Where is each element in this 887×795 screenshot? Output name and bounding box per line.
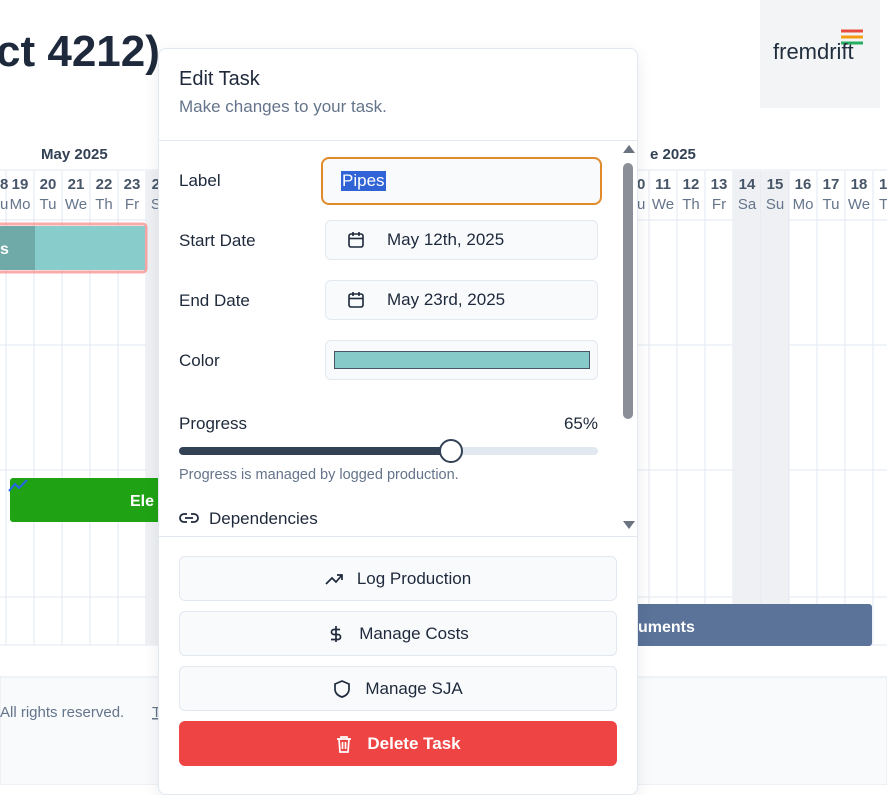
dependencies-heading[interactable]: Dependencies <box>209 509 318 528</box>
task-bar[interactable] <box>620 604 872 646</box>
link-icon <box>179 513 199 523</box>
day-number: 1 <box>879 176 887 193</box>
weekday: Th <box>682 196 700 213</box>
dialog-title: Edit Task <box>179 68 260 90</box>
edit-task-dialog: Edit Task Make changes to your task. Lab… <box>158 48 638 795</box>
color-picker[interactable] <box>325 340 598 380</box>
field-label: Label <box>179 171 221 190</box>
progress-thumb[interactable] <box>439 439 464 463</box>
logo: fremdrift <box>773 39 854 64</box>
weekday: Fr <box>125 196 139 213</box>
progress-track <box>179 439 598 463</box>
end-date-picker[interactable]: May 23rd, 2025 <box>325 280 598 320</box>
manage-costs-button[interactable]: Manage Costs <box>179 611 617 656</box>
weekday: T <box>879 196 887 213</box>
day-number: 22 <box>96 176 113 193</box>
page-title: ct 4212) <box>0 27 160 76</box>
weekday: u <box>637 196 645 213</box>
day-number: 14 <box>739 176 756 193</box>
day-number: 21 <box>68 176 85 193</box>
day-number: 20 <box>40 176 57 193</box>
weekday: Mo <box>793 196 814 213</box>
footer-text: All rights reserved. <box>0 704 124 721</box>
divider <box>159 536 637 537</box>
day-number: 19 <box>12 176 29 193</box>
weekday: We <box>848 196 870 213</box>
calendar-icon <box>348 292 364 308</box>
scroll-thumb[interactable] <box>623 163 633 419</box>
progress-label: Progress <box>179 414 248 433</box>
bar-highlight <box>0 222 148 274</box>
input-value: Pipes <box>341 171 386 191</box>
field-label: End Date <box>179 291 250 310</box>
dialog-subtitle: Make changes to your task. <box>179 97 387 116</box>
delete-task-button[interactable]: Delete Task <box>179 721 617 766</box>
month-label: e 2025 <box>650 146 696 163</box>
icon <box>334 679 351 698</box>
weekday: u <box>0 196 8 213</box>
calendar-icon <box>348 232 364 248</box>
month-label: May 2025 <box>41 146 108 163</box>
color-swatch <box>334 351 590 369</box>
day-number: 0 <box>637 176 645 193</box>
weekend-column <box>733 171 761 645</box>
bar-label: uments <box>638 619 695 636</box>
weekday: Fr <box>712 196 726 213</box>
day-number: 16 <box>795 176 812 193</box>
bar-label: s <box>0 241 9 258</box>
field-label: Color <box>179 351 220 370</box>
icon <box>337 735 352 753</box>
log-production-button[interactable]: Log Production <box>179 556 617 601</box>
day-number: 15 <box>767 176 784 193</box>
divider <box>159 140 637 141</box>
progress-value: 65% <box>563 414 598 433</box>
weekday: Tu <box>823 196 840 213</box>
button-label: Delete Task <box>367 733 461 753</box>
task-bar-progress <box>0 226 35 270</box>
weekend-column <box>761 171 789 645</box>
trend-icon <box>8 479 28 492</box>
bar-label: Ele <box>130 493 154 510</box>
start-date-picker[interactable]: May 12th, 2025 <box>325 220 598 260</box>
weekday: We <box>652 196 674 213</box>
weekday: Su <box>766 196 784 213</box>
label-input[interactable]: Pipes <box>321 157 602 205</box>
logo-bg <box>760 0 880 108</box>
progress-fill <box>179 447 452 455</box>
day-number: 18 <box>851 176 868 193</box>
weekday: Th <box>95 196 113 213</box>
weekday: Tu <box>40 196 57 213</box>
field-label: Start Date <box>179 231 256 250</box>
date-value: May 23rd, 2025 <box>387 290 506 309</box>
button-label: Manage SJA <box>365 678 463 698</box>
button-label: Log Production <box>356 568 472 588</box>
weekday: Sa <box>738 196 757 213</box>
icon <box>325 573 343 585</box>
scroll-up[interactable] <box>623 145 635 153</box>
day-number: 13 <box>711 176 728 193</box>
day-number: 12 <box>683 176 700 193</box>
task-bar[interactable] <box>10 478 170 522</box>
day-number: 23 <box>124 176 141 193</box>
day-number: 17 <box>823 176 840 193</box>
weekday: Mo <box>10 196 31 213</box>
button-label: Manage Costs <box>359 623 469 643</box>
icon <box>330 625 342 642</box>
day-number: 8 <box>0 176 8 193</box>
day-number: 11 <box>655 176 671 193</box>
footer-link[interactable]: T <box>152 704 161 721</box>
date-value: May 12th, 2025 <box>387 230 505 249</box>
progress-hint: Progress is managed by logged production… <box>179 467 459 483</box>
weekday: We <box>65 196 87 213</box>
scroll-down[interactable] <box>623 521 635 529</box>
manage-sja-button[interactable]: Manage SJA <box>179 666 617 711</box>
